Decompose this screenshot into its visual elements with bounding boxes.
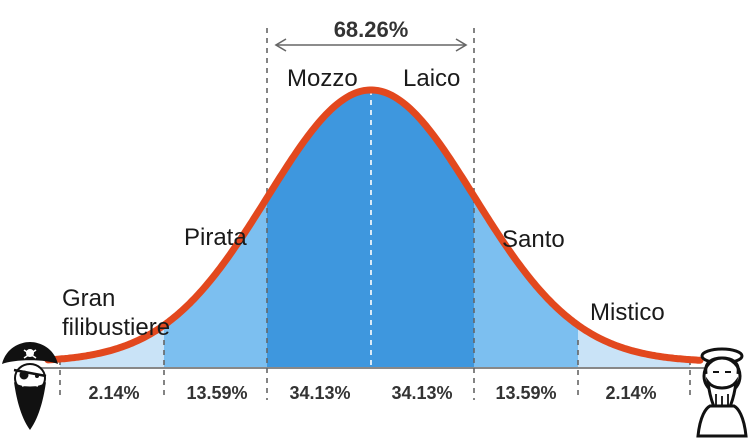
range-label: 68.26% bbox=[334, 17, 409, 42]
sigma-lines bbox=[59, 28, 691, 400]
bell-curve bbox=[44, 86, 704, 364]
percent-label: 34.13% bbox=[391, 383, 452, 403]
percent-label: 34.13% bbox=[289, 383, 350, 403]
band-label-mistico: Mistico bbox=[590, 299, 665, 326]
band-label-pirata: Pirata bbox=[184, 224, 247, 251]
band-label-mozzo: Mozzo bbox=[287, 65, 358, 92]
saint-icon bbox=[696, 347, 748, 438]
band-label-laico: Laico bbox=[403, 65, 460, 92]
percent-label: 13.59% bbox=[495, 383, 556, 403]
pirate-icon bbox=[2, 342, 58, 430]
percent-label: 2.14% bbox=[88, 383, 139, 403]
band-label-santo: Santo bbox=[502, 226, 565, 253]
percent-label: 13.59% bbox=[186, 383, 247, 403]
band-label-gran-filibustiere-line1: Gran bbox=[62, 285, 115, 312]
center-region bbox=[267, 90, 474, 368]
range-arrow bbox=[274, 38, 468, 52]
percent-label: 2.14% bbox=[605, 383, 656, 403]
band-label-gran-filibustiere-line2: filibustiere bbox=[62, 314, 170, 341]
